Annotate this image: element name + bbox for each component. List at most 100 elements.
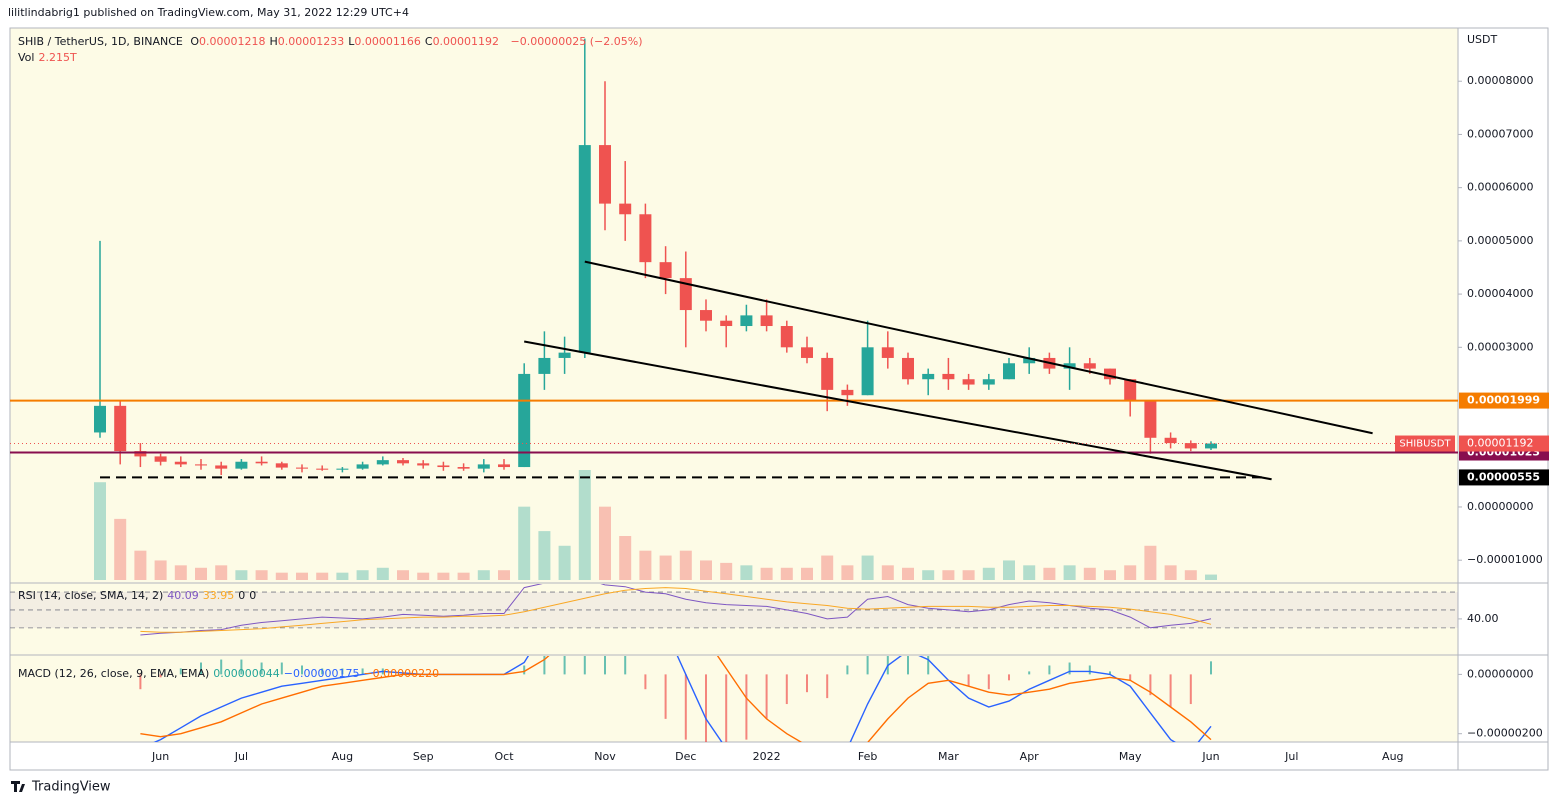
ohlc-key: L <box>348 35 355 48</box>
volume-bar <box>982 567 995 580</box>
y-tick-label: 0.00005000 <box>1467 234 1533 247</box>
candle-body <box>1063 363 1076 369</box>
symbol-title: SHIB / TetherUS, 1D, BINANCE <box>18 35 183 48</box>
macd-histogram-bar <box>1008 674 1010 681</box>
macd-histogram-bar <box>1109 671 1111 675</box>
ohlc-value: 0.00001166 <box>354 35 421 48</box>
volume-bar <box>881 565 894 580</box>
volume-bar <box>720 562 733 580</box>
x-tick-label: Aug <box>1382 750 1403 763</box>
volume-bar <box>457 572 470 580</box>
candle-body <box>1104 368 1116 380</box>
volume-bar <box>316 572 329 580</box>
symbol-tag-box <box>1395 435 1455 452</box>
volume-bar <box>195 567 207 580</box>
volume-bar <box>235 570 248 580</box>
volume-bar <box>255 570 268 580</box>
candle-body <box>134 451 147 457</box>
volume-bar <box>437 572 450 580</box>
macd-histogram-bar <box>220 659 223 675</box>
candle-body <box>942 373 955 380</box>
candle-body <box>114 405 127 452</box>
y-tick-label: 0.00000000 <box>1467 667 1533 680</box>
macd-histogram-bar <box>200 662 202 675</box>
ohlc-value: 0.00001233 <box>277 35 345 48</box>
x-tick-label: Jul <box>234 750 248 763</box>
candle-body <box>861 347 874 396</box>
candle-body <box>154 456 167 462</box>
macd-histogram-bar <box>927 656 930 675</box>
level-label: 0.00000555 <box>1467 470 1540 483</box>
macd-value: −0.00000220 <box>363 667 440 680</box>
macd-histogram-bar <box>523 665 526 675</box>
volume-bar <box>275 572 288 580</box>
trendline <box>584 260 1373 435</box>
candle-body <box>780 326 793 348</box>
rsi-title: RSI (14, close, SMA, 14, 2) <box>18 589 164 602</box>
macd-histogram-bar <box>624 656 627 675</box>
macd-histogram-bar <box>1048 665 1051 675</box>
volume-bar <box>1043 567 1056 580</box>
x-tick-label: Nov <box>594 750 616 763</box>
macd-line <box>153 656 1212 742</box>
volume-bar <box>174 565 187 580</box>
candle-body <box>255 461 268 464</box>
candle-body <box>498 464 510 468</box>
volume-bar <box>114 518 127 580</box>
candle-body <box>720 320 733 327</box>
macd-histogram-bar <box>644 674 647 690</box>
candle-body <box>417 463 430 466</box>
trendline <box>524 340 1272 481</box>
y-tick-label: −0.00000200 <box>1467 727 1543 740</box>
symbol-legend: SHIB / TetherUS, 1D, BINANCE O0.00001218… <box>18 35 647 49</box>
volume-bar <box>679 550 692 580</box>
volume-bar <box>1144 545 1157 580</box>
macd-histogram-bar <box>321 668 324 675</box>
macd-histogram-bar <box>583 656 586 675</box>
volume-bar <box>1003 560 1015 580</box>
macd-histogram-bar <box>907 656 909 675</box>
macd-histogram-bar <box>361 668 364 675</box>
macd-legend: MACD (12, 26, close, 9, EMA, EMA) 0.00000… <box>18 667 447 681</box>
rsi-pane <box>10 584 1458 636</box>
macd-histogram-bar <box>1169 674 1172 708</box>
candle-body <box>174 461 187 465</box>
y-tick-label: 0.00003000 <box>1467 340 1533 353</box>
x-tick-label: 2022 <box>753 750 781 763</box>
rsi-legend: RSI (14, close, SMA, 14, 2) 40.09 33.95 0 0 <box>18 589 264 603</box>
candle-body <box>740 315 753 327</box>
rsi-value: 0 <box>238 589 246 602</box>
volume-bar <box>1063 565 1076 580</box>
candle-body <box>558 352 571 358</box>
candle-body <box>1003 363 1015 380</box>
volume-bar <box>1104 570 1116 580</box>
volume-bar <box>821 555 834 580</box>
candle-body <box>841 389 854 396</box>
rsi-value: 0 <box>249 589 257 602</box>
candle-body <box>336 468 349 470</box>
y-tick-label: 0.00000000 <box>1467 500 1533 513</box>
macd-histogram-bar <box>1189 674 1192 705</box>
candle-body <box>982 379 995 385</box>
change: −0.00000025 (−2.05%) <box>510 35 643 48</box>
macd-histogram-bar <box>563 656 566 675</box>
macd-value: 0.00000044 <box>213 667 280 680</box>
macd-histogram-bar <box>785 674 788 705</box>
volume-bar <box>336 572 349 580</box>
candle-body <box>376 460 389 465</box>
candle-body <box>801 347 813 358</box>
macd-histogram-bar <box>139 674 142 690</box>
x-tick-label: Feb <box>858 750 877 763</box>
ohlc-values: O0.00001218 H0.00001233 L0.00001166 C0.0000… <box>190 35 503 48</box>
macd-value: −0.00000175 <box>283 667 360 680</box>
macd-histogram-bar <box>987 674 990 690</box>
candle-body <box>922 373 935 380</box>
volume-bar <box>639 550 652 580</box>
candle-body <box>296 467 308 469</box>
macd-histogram-bar <box>1149 674 1152 696</box>
volume-bar <box>215 565 228 580</box>
candle-body <box>619 203 632 215</box>
candle-body <box>215 465 228 469</box>
